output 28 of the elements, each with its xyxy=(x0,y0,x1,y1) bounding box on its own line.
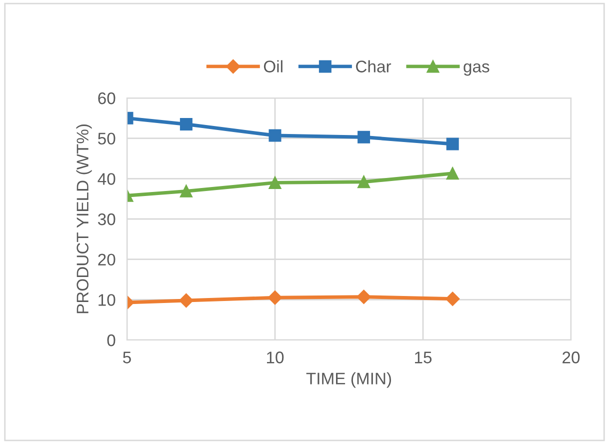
point xyxy=(356,290,371,304)
point xyxy=(446,292,460,306)
point xyxy=(179,293,194,308)
point xyxy=(358,130,370,144)
y-tick-label: 50 xyxy=(98,132,116,145)
point xyxy=(180,184,192,198)
y-tick-label: 10 xyxy=(98,294,116,306)
point xyxy=(180,118,192,130)
point xyxy=(268,129,282,142)
x-tick-label: 10 xyxy=(267,352,284,364)
point xyxy=(358,176,370,188)
y-axis-title: PRODUCT YIELD (WT%) xyxy=(76,124,92,314)
y-tick-label: 30 xyxy=(98,213,116,226)
y-tick-label: 60 xyxy=(98,92,116,104)
point xyxy=(268,176,282,189)
y-tick-label: 0 xyxy=(107,334,116,346)
x-tick-label: 20 xyxy=(562,352,580,364)
point xyxy=(268,290,282,305)
point xyxy=(446,167,459,180)
y-tick-label: 40 xyxy=(98,173,116,185)
y-tick-label: 20 xyxy=(98,254,116,266)
legend-label: Oil xyxy=(264,60,282,72)
x-tick-label: 15 xyxy=(415,352,432,364)
x-axis-title: TIME (MIN) xyxy=(306,372,392,388)
x-tick-label: 5 xyxy=(123,352,131,364)
legend-label: Char xyxy=(356,60,392,72)
point xyxy=(446,138,459,150)
legend-label: gas xyxy=(464,63,490,76)
